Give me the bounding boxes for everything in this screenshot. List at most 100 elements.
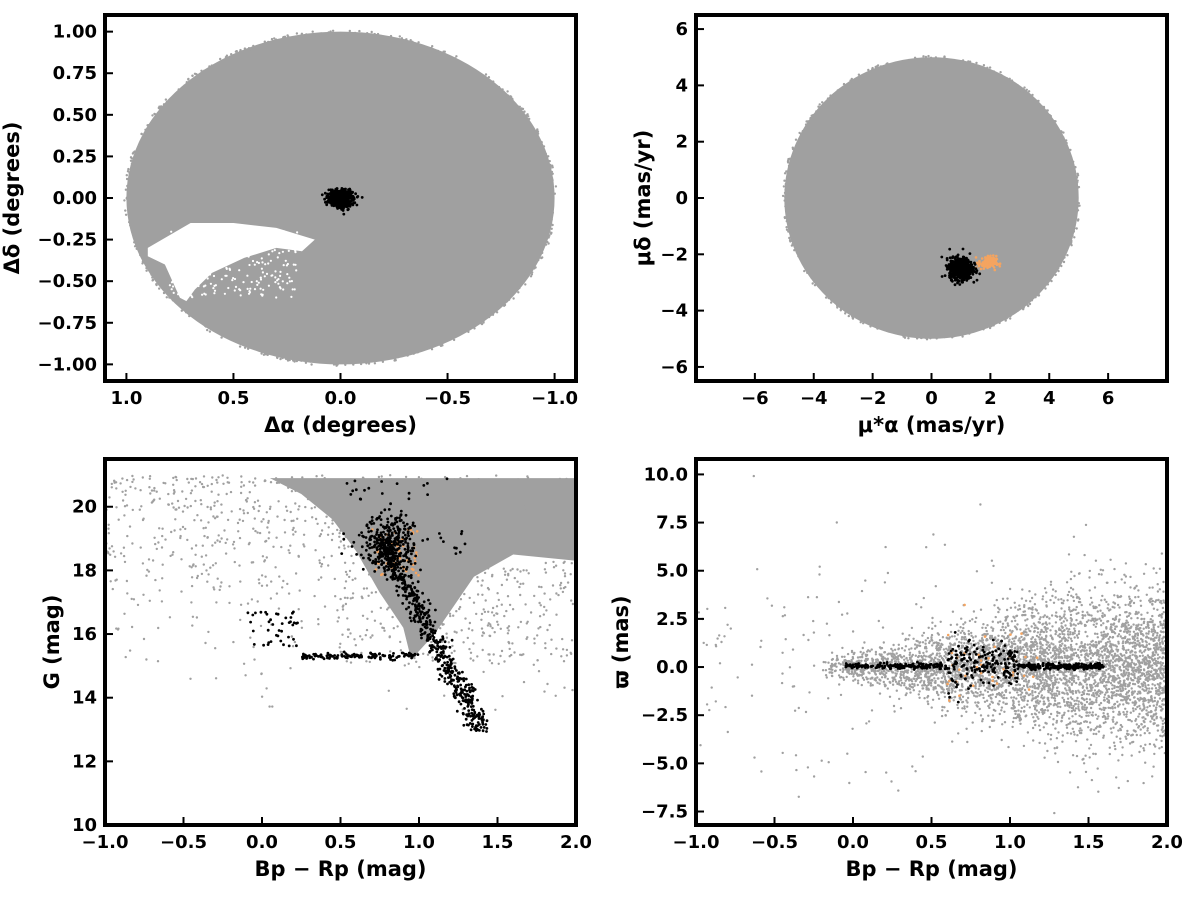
pm-field-star xyxy=(967,327,970,331)
pm-field-star xyxy=(1054,120,1057,123)
cmd-field-star xyxy=(555,592,558,595)
cmd-field-star xyxy=(370,548,373,552)
pm-candidate-star xyxy=(986,254,990,258)
pm-field-star xyxy=(786,213,789,216)
cmd-field-star xyxy=(318,561,322,565)
cmd-member-star xyxy=(482,726,486,729)
cmd-field-star xyxy=(202,475,206,478)
cmd-field-star xyxy=(376,511,379,514)
pm-field-star xyxy=(859,316,862,319)
sky-void-speck xyxy=(201,270,204,273)
cmd-field-star xyxy=(466,498,470,502)
cmd-field-star xyxy=(364,511,368,515)
sky-field-star xyxy=(187,311,190,315)
sky-field-star xyxy=(145,264,148,267)
cmd-field-star xyxy=(420,566,423,569)
cmd-field-star xyxy=(472,642,475,645)
sky-field-star xyxy=(144,253,147,256)
sky-field-star xyxy=(542,240,546,243)
sky-void-speck xyxy=(171,285,175,288)
pm-field-star xyxy=(1020,306,1024,310)
cmd-field-star xyxy=(469,513,472,516)
cmd-field-star xyxy=(300,626,304,629)
sky-position-panel: 1.0 0.5 0.0 −0.5 −1.01.000.750.500.250.00−0.… xyxy=(0,13,578,437)
cmd-field-star xyxy=(190,584,194,588)
cmd-field-star xyxy=(463,584,466,587)
pm-field-star xyxy=(916,61,919,65)
cmd-field-star xyxy=(161,527,164,530)
pm-field-star xyxy=(847,83,850,87)
pm-field-star xyxy=(986,66,989,70)
cmd-field-star xyxy=(537,627,540,630)
pm-field-star xyxy=(1037,288,1040,291)
pm-field-star xyxy=(934,56,938,59)
cmd-field-star xyxy=(213,517,217,520)
pm-field-star xyxy=(1016,84,1019,87)
cmd-member-star xyxy=(477,711,481,715)
sky-member-star xyxy=(346,208,350,212)
sky-field-star xyxy=(326,35,330,38)
cmd-field-star xyxy=(568,486,571,489)
cmd-field-star xyxy=(440,493,443,496)
cmd-field-star xyxy=(435,574,438,577)
sky-field-star xyxy=(128,171,131,174)
cmd-member-star xyxy=(405,607,408,611)
cmd-field-star xyxy=(190,547,194,550)
cmd-field-star xyxy=(297,508,300,511)
cmd-field-star xyxy=(375,490,378,493)
sky-field-star xyxy=(389,34,393,38)
cmd-field-star xyxy=(512,512,515,515)
cmd-field-star xyxy=(364,634,367,637)
cmd-field-star xyxy=(487,610,490,613)
sky-field-star xyxy=(195,75,198,79)
sky-field-star xyxy=(164,98,168,101)
sky-void-speck xyxy=(180,260,183,264)
sky-field-star xyxy=(161,285,164,289)
sky-field-star xyxy=(177,299,180,303)
cmd-field-star xyxy=(568,555,572,558)
sky-void-speck xyxy=(175,278,178,281)
cmd-field-star xyxy=(217,534,220,537)
cmd-field-star xyxy=(495,474,498,477)
pm-field-star xyxy=(1069,242,1072,246)
sky-void-speck xyxy=(293,288,296,291)
cmd-field-star xyxy=(496,503,499,506)
sky-void-speck xyxy=(277,278,280,281)
cmd-field-star xyxy=(334,595,337,598)
cmd-field-star xyxy=(226,538,229,541)
sky-void-speck xyxy=(270,274,273,277)
sky-field-star xyxy=(380,36,383,39)
pm-field-star xyxy=(1005,315,1009,318)
pm-field-star xyxy=(933,335,937,339)
cmd-field-star xyxy=(294,502,297,505)
cmd-field-star xyxy=(522,569,525,572)
cmd-member-star xyxy=(464,698,468,702)
cmd-field-star xyxy=(539,604,542,607)
cmd-field-star xyxy=(468,479,471,482)
pm-field-star xyxy=(812,113,815,117)
cmd-field-star xyxy=(469,657,472,660)
sky-field-star xyxy=(235,50,238,53)
pm-field-star xyxy=(1069,162,1072,165)
cmd-field-star xyxy=(216,539,219,542)
cmd-field-star xyxy=(270,580,273,583)
sky-void-speck xyxy=(274,281,277,284)
cmd-field-star xyxy=(558,477,562,481)
pm-ytick-label: −6 xyxy=(660,357,688,378)
cmd-field-star xyxy=(554,484,557,488)
sky-field-star xyxy=(390,39,393,42)
sky-field-star xyxy=(406,354,409,357)
cmd-field-star xyxy=(325,515,328,518)
cmd-field-star xyxy=(336,505,340,508)
cmd-field-star xyxy=(546,628,549,632)
cmd-field-star xyxy=(415,502,418,506)
cmd-field-star xyxy=(252,481,255,484)
sky-void-speck xyxy=(183,251,186,254)
sky-void-speck xyxy=(257,281,260,284)
cmd-field-star xyxy=(554,694,557,697)
cmd-field-star xyxy=(491,573,494,577)
cmd-field-star xyxy=(157,541,160,544)
sky-void-speck xyxy=(260,257,263,260)
pm-field-star xyxy=(859,321,862,324)
